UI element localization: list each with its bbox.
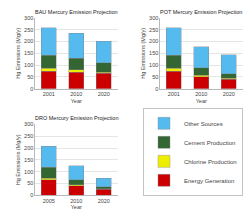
svg-text:50: 50 bbox=[27, 180, 33, 186]
svg-text:2010: 2010 bbox=[195, 91, 207, 97]
svg-text:300: 300 bbox=[24, 15, 33, 21]
svg-text:50: 50 bbox=[27, 74, 33, 80]
svg-text:Cement Production: Cement Production bbox=[184, 140, 235, 146]
svg-text:Hg Emissions (Mg/y): Hg Emissions (Mg/y) bbox=[15, 28, 21, 79]
svg-text:100: 100 bbox=[24, 169, 33, 175]
svg-text:BAU Mercury Emission Projectio: BAU Mercury Emission Projection bbox=[35, 9, 118, 15]
svg-text:100: 100 bbox=[24, 62, 33, 68]
svg-text:POT Mercury Emission Projectio: POT Mercury Emission Projection bbox=[160, 9, 242, 15]
svg-text:2001: 2001 bbox=[43, 91, 55, 97]
svg-text:250: 250 bbox=[149, 27, 158, 33]
svg-text:2001: 2001 bbox=[168, 91, 180, 97]
svg-text:Other Sources: Other Sources bbox=[184, 121, 223, 127]
svg-text:200: 200 bbox=[24, 38, 33, 44]
svg-text:Hg Emissions (Mg/y): Hg Emissions (Mg/y) bbox=[140, 28, 146, 79]
svg-text:Year: Year bbox=[196, 98, 207, 104]
svg-text:2020: 2020 bbox=[223, 91, 235, 97]
svg-text:300: 300 bbox=[149, 15, 158, 21]
svg-text:Chlorine Production: Chlorine Production bbox=[184, 159, 237, 165]
svg-text:0: 0 bbox=[30, 192, 33, 198]
svg-text:Year: Year bbox=[71, 98, 82, 104]
svg-text:250: 250 bbox=[24, 133, 33, 139]
svg-text:0: 0 bbox=[155, 86, 158, 92]
svg-text:Energy Generation: Energy Generation bbox=[184, 178, 234, 184]
svg-text:150: 150 bbox=[149, 50, 158, 56]
svg-text:50: 50 bbox=[152, 74, 158, 80]
svg-text:200: 200 bbox=[149, 38, 158, 44]
svg-text:150: 150 bbox=[24, 157, 33, 163]
svg-text:2020: 2020 bbox=[98, 198, 110, 204]
svg-text:Year: Year bbox=[71, 204, 82, 210]
svg-text:150: 150 bbox=[24, 50, 33, 56]
svg-text:2010: 2010 bbox=[70, 91, 82, 97]
svg-text:250: 250 bbox=[24, 27, 33, 33]
svg-text:2005: 2005 bbox=[43, 198, 55, 204]
svg-text:2020: 2020 bbox=[98, 91, 110, 97]
svg-text:DRO Mercury Emission Projectio: DRO Mercury Emission Projection bbox=[35, 115, 118, 121]
svg-text:200: 200 bbox=[24, 145, 33, 151]
svg-text:0: 0 bbox=[30, 86, 33, 92]
svg-text:300: 300 bbox=[24, 121, 33, 127]
svg-text:Hg Emissions (Mg/y): Hg Emissions (Mg/y) bbox=[15, 134, 21, 185]
svg-text:2010: 2010 bbox=[70, 198, 82, 204]
svg-text:100: 100 bbox=[149, 62, 158, 68]
